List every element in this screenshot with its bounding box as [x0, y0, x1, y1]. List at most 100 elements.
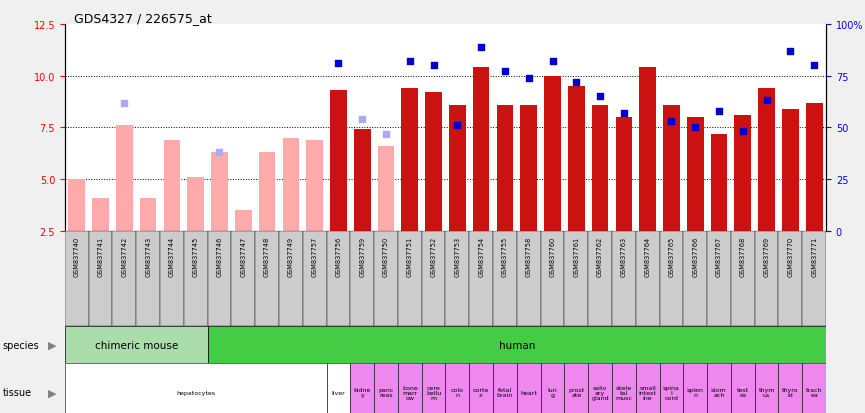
Text: test
es: test es	[737, 387, 749, 397]
Text: GSM837769: GSM837769	[764, 236, 770, 276]
FancyBboxPatch shape	[588, 363, 612, 413]
Text: GSM837766: GSM837766	[692, 236, 698, 276]
Text: GSM837747: GSM837747	[240, 236, 247, 276]
Text: GSM837750: GSM837750	[383, 236, 389, 276]
Text: GSM837742: GSM837742	[121, 236, 127, 276]
Bar	[283, 138, 299, 231]
Text: GSM837771: GSM837771	[811, 236, 817, 276]
FancyBboxPatch shape	[184, 231, 208, 326]
Bar	[449, 105, 465, 231]
FancyBboxPatch shape	[303, 231, 327, 326]
Point	[569, 79, 583, 86]
FancyBboxPatch shape	[683, 231, 708, 326]
Point	[593, 94, 607, 100]
Bar	[306, 140, 323, 231]
FancyBboxPatch shape	[541, 231, 564, 326]
FancyBboxPatch shape	[255, 231, 279, 326]
Text: cere
bellu
m: cere bellu m	[426, 385, 441, 400]
Point	[712, 108, 726, 115]
FancyBboxPatch shape	[517, 363, 541, 413]
FancyBboxPatch shape	[65, 363, 327, 413]
Text: GSM837762: GSM837762	[597, 236, 603, 276]
Bar	[616, 118, 632, 231]
FancyBboxPatch shape	[636, 231, 659, 326]
Point	[807, 63, 821, 69]
Point	[331, 61, 345, 67]
Bar	[568, 87, 585, 231]
Point	[379, 131, 393, 138]
Text: GSM837754: GSM837754	[478, 236, 484, 276]
FancyBboxPatch shape	[375, 231, 398, 326]
Bar	[68, 180, 85, 231]
Point	[451, 123, 465, 129]
Bar	[544, 76, 561, 231]
Text: corte
x: corte x	[473, 387, 490, 397]
Point	[784, 48, 798, 55]
Text: prost
ate: prost ate	[568, 387, 585, 397]
FancyBboxPatch shape	[160, 231, 184, 326]
Bar	[687, 118, 703, 231]
Text: GSM837749: GSM837749	[288, 236, 294, 276]
Text: lun
g: lun g	[548, 387, 557, 397]
Text: GSM837748: GSM837748	[264, 236, 270, 276]
Bar	[426, 93, 442, 231]
Text: GSM837756: GSM837756	[336, 236, 342, 276]
FancyBboxPatch shape	[612, 231, 636, 326]
Text: GSM837755: GSM837755	[502, 236, 508, 276]
Bar	[711, 134, 727, 231]
Text: thym
us: thym us	[759, 387, 775, 397]
Text: GSM837757: GSM837757	[311, 236, 317, 276]
FancyBboxPatch shape	[445, 363, 469, 413]
Text: GSM837760: GSM837760	[549, 236, 555, 276]
FancyBboxPatch shape	[327, 231, 350, 326]
Point	[474, 44, 488, 51]
Point	[356, 116, 369, 123]
Bar	[330, 91, 347, 231]
Text: saliv
ary
gland: saliv ary gland	[592, 385, 609, 400]
Point	[664, 119, 678, 125]
Text: splen
n: splen n	[687, 387, 704, 397]
Bar	[354, 130, 370, 231]
Bar	[140, 198, 157, 231]
FancyBboxPatch shape	[469, 231, 493, 326]
Text: GSM837764: GSM837764	[644, 236, 650, 276]
FancyBboxPatch shape	[350, 231, 375, 326]
Bar	[259, 153, 275, 231]
Bar	[521, 105, 537, 231]
FancyBboxPatch shape	[754, 363, 778, 413]
FancyBboxPatch shape	[636, 363, 659, 413]
Point	[118, 100, 131, 107]
Text: liver: liver	[331, 390, 345, 395]
Point	[546, 59, 560, 65]
Point	[689, 125, 702, 131]
Text: skele
tal
musc: skele tal musc	[615, 385, 632, 400]
Text: chimeric mouse: chimeric mouse	[94, 340, 178, 350]
Text: GSM837761: GSM837761	[573, 236, 580, 276]
Point	[759, 98, 773, 104]
Text: GSM837740: GSM837740	[74, 236, 80, 276]
FancyBboxPatch shape	[659, 363, 683, 413]
FancyBboxPatch shape	[778, 363, 803, 413]
FancyBboxPatch shape	[88, 231, 112, 326]
FancyBboxPatch shape	[731, 231, 754, 326]
Bar	[592, 105, 608, 231]
Point	[403, 59, 417, 65]
Bar	[497, 105, 513, 231]
FancyBboxPatch shape	[493, 231, 517, 326]
FancyBboxPatch shape	[112, 231, 137, 326]
Text: GSM837751: GSM837751	[407, 236, 413, 276]
Text: GSM837767: GSM837767	[716, 236, 722, 276]
Text: GSM837759: GSM837759	[359, 236, 365, 276]
FancyBboxPatch shape	[683, 363, 708, 413]
Point	[426, 63, 440, 69]
FancyBboxPatch shape	[65, 326, 208, 363]
Text: GSM837741: GSM837741	[98, 236, 104, 276]
Text: ▶: ▶	[48, 340, 56, 350]
Bar	[378, 147, 394, 231]
FancyBboxPatch shape	[208, 326, 826, 363]
FancyBboxPatch shape	[232, 231, 255, 326]
Bar	[782, 109, 798, 231]
Bar	[235, 211, 252, 231]
Text: trach
ea: trach ea	[806, 387, 823, 397]
FancyBboxPatch shape	[422, 363, 445, 413]
